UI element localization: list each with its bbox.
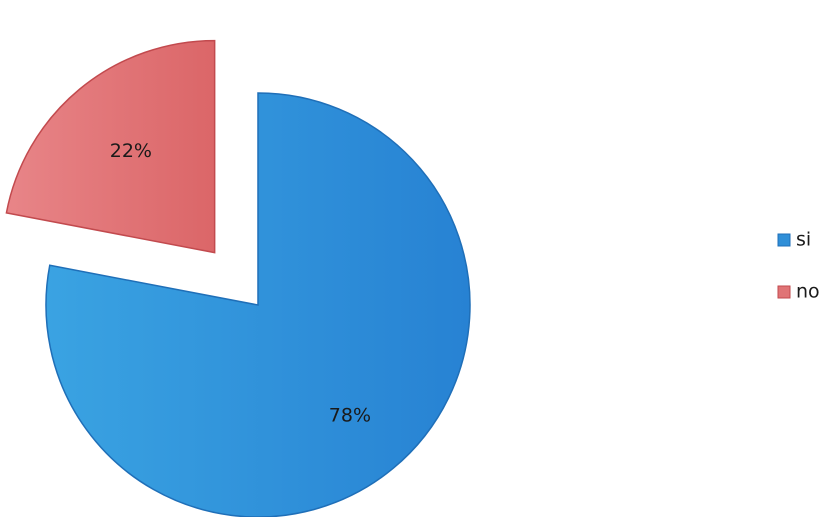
- legend-swatch-no: [777, 285, 791, 299]
- slice-label-si: 78%: [329, 405, 371, 427]
- pie-slice-si: [45, 92, 471, 517]
- legend-swatch-si: [777, 233, 791, 247]
- pie-slices: [5, 39, 471, 517]
- pie-slice-no: [5, 39, 216, 254]
- slice-label-no: 22%: [110, 140, 152, 162]
- chart-legend: si no: [777, 229, 820, 303]
- legend-label-no: no: [796, 281, 820, 303]
- pie-slice-labels: 78% 22%: [110, 140, 371, 427]
- legend-label-si: si: [796, 229, 811, 251]
